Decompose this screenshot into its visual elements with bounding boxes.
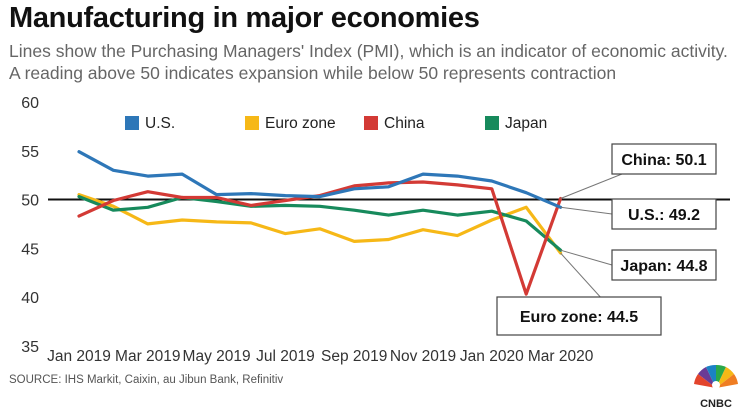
y-tick-label: 45 [21, 241, 39, 258]
x-tick-label: Mar 2019 [115, 348, 180, 365]
y-tick-label: 35 [21, 339, 39, 356]
chart-subtitle: Lines show the Purchasing Managers' Inde… [9, 41, 728, 83]
y-tick-label: 40 [21, 290, 39, 307]
x-tick-label: Jul 2019 [256, 348, 315, 365]
callout-box [611, 198, 717, 230]
callout-label: China: 50.1 [621, 152, 706, 169]
x-tick-label: Jan 2020 [460, 348, 524, 365]
x-tick-label: Nov 2019 [390, 348, 456, 365]
callout-leader [560, 252, 601, 298]
legend-label: China [384, 115, 425, 132]
callout-box [611, 143, 717, 175]
series-line [77, 150, 563, 209]
legend-swatch [245, 116, 259, 130]
callout-label: U.S.: 49.2 [628, 207, 700, 224]
callout-box [611, 249, 717, 281]
x-tick-label: Sep 2019 [321, 348, 387, 365]
legend-swatch [364, 116, 378, 130]
callout-label: Japan: 44.8 [620, 258, 707, 275]
legend-label: Japan [505, 115, 547, 132]
svg-text:CNBC: CNBC [700, 398, 732, 410]
series-line [77, 193, 563, 255]
legend-label: U.S. [145, 115, 175, 132]
callout-leader [560, 249, 613, 266]
source-note: SOURCE: IHS Markit, Caixin, au Jibun Ban… [9, 374, 284, 386]
callout-box [496, 296, 662, 336]
y-tick-label: 55 [21, 144, 39, 161]
chart-title: Manufacturing in major economies [9, 2, 480, 34]
callout-label: Euro zone: 44.5 [520, 309, 638, 326]
legend-label: Euro zone [265, 115, 336, 132]
callout-leader [560, 173, 623, 199]
series-line [77, 195, 563, 252]
y-tick-label: 50 [21, 193, 39, 210]
legend-swatch [125, 116, 139, 130]
legend-swatch [485, 116, 499, 130]
x-tick-label: Mar 2020 [528, 348, 594, 365]
x-tick-label: Jan 2019 [47, 348, 111, 365]
cnbc-peacock-logo: CNBC [694, 364, 738, 410]
x-tick-label: May 2019 [183, 348, 251, 365]
callout-leader [560, 206, 613, 215]
y-tick-label: 60 [21, 95, 39, 112]
